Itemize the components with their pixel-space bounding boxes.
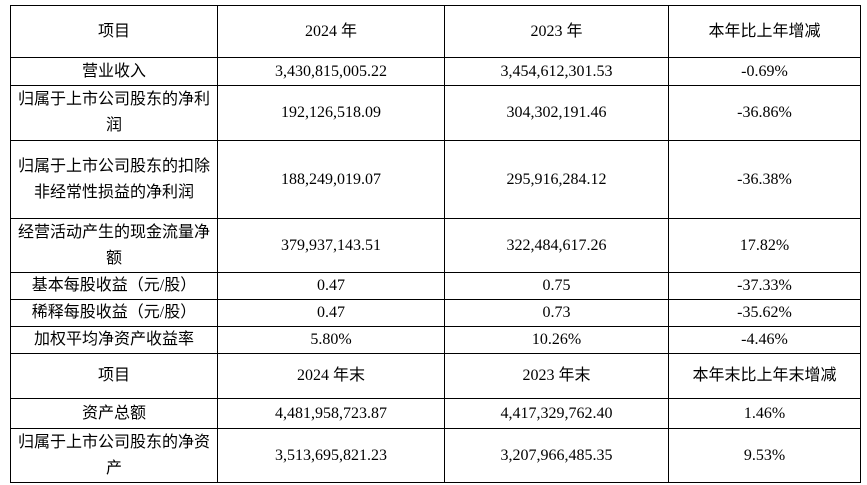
cell-item: 归属于上市公司股东的净资产 [10,428,218,483]
cell-item: 基本每股收益（元/股） [10,272,218,300]
cell-2023-value: 4,417,329,762.40 [444,398,669,429]
cell-2024-value: 5.80% [217,326,445,354]
cell-2023-value: 10.26% [444,326,669,354]
cell-2024-value: 188,249,019.07 [217,140,445,219]
cell-item: 经营活动产生的现金流量净额 [10,218,218,273]
header-change-end: 本年末比上年末增减 [668,353,861,399]
cell-2024-value: 0.47 [217,299,445,327]
cell-2023-value: 304,302,191.46 [444,85,669,141]
cell-change-value: -4.46% [668,326,861,354]
table-row-total-assets: 资产总额 4,481,958,723.87 4,417,329,762.40 1… [10,398,861,429]
cell-item: 营业收入 [10,57,218,86]
cell-2023-value: 295,916,284.12 [444,140,669,219]
header-item: 项目 [10,5,218,58]
cell-2024-value: 0.47 [217,272,445,300]
table-row-diluted-eps: 稀释每股收益（元/股） 0.47 0.73 -35.62% [10,299,861,327]
cell-2023-value: 322,484,617.26 [444,218,669,273]
cell-change-value: 1.46% [668,398,861,429]
cell-change-value: -36.86% [668,85,861,141]
table-row-net-profit-excl-nonrecurring: 归属于上市公司股东的扣除非经常性损益的净利润 188,249,019.07 29… [10,140,861,219]
cell-item: 归属于上市公司股东的净利润 [10,85,218,141]
table-row-revenue: 营业收入 3,430,815,005.22 3,454,612,301.53 -… [10,57,861,86]
header-2023-end: 2023 年末 [444,353,669,399]
cell-2024-value: 192,126,518.09 [217,85,445,141]
header-2024: 2024 年 [217,5,445,58]
header-2023: 2023 年 [444,5,669,58]
header-2024-end: 2024 年末 [217,353,445,399]
table-header-row-current-year: 项目 2024 年 2023 年 本年比上年增减 [10,5,861,58]
table-row-operating-cash-flow: 经营活动产生的现金流量净额 379,937,143.51 322,484,617… [10,218,861,273]
table-row-basic-eps: 基本每股收益（元/股） 0.47 0.75 -37.33% [10,272,861,300]
cell-2024-value: 379,937,143.51 [217,218,445,273]
cell-change-value: -36.38% [668,140,861,219]
table-row-net-assets: 归属于上市公司股东的净资产 3,513,695,821.23 3,207,966… [10,428,861,483]
cell-2024-value: 3,513,695,821.23 [217,428,445,483]
cell-change-value: 9.53% [668,428,861,483]
cell-2023-value: 3,207,966,485.35 [444,428,669,483]
cell-change-value: -35.62% [668,299,861,327]
financial-summary-table: 项目 2024 年 2023 年 本年比上年增减 营业收入 3,430,815,… [10,5,861,483]
cell-2023-value: 0.73 [444,299,669,327]
cell-item: 资产总额 [10,398,218,429]
header-change: 本年比上年增减 [668,5,861,58]
cell-change-value: -37.33% [668,272,861,300]
cell-2024-value: 4,481,958,723.87 [217,398,445,429]
cell-item: 加权平均净资产收益率 [10,326,218,354]
cell-2024-value: 3,430,815,005.22 [217,57,445,86]
cell-2023-value: 3,454,612,301.53 [444,57,669,86]
cell-2023-value: 0.75 [444,272,669,300]
cell-change-value: -0.69% [668,57,861,86]
table-row-net-profit: 归属于上市公司股东的净利润 192,126,518.09 304,302,191… [10,85,861,141]
header-item: 项目 [10,353,218,399]
table-header-row-period-end: 项目 2024 年末 2023 年末 本年末比上年末增减 [10,353,861,399]
cell-item: 归属于上市公司股东的扣除非经常性损益的净利润 [10,140,218,219]
table-row-weighted-avg-roe: 加权平均净资产收益率 5.80% 10.26% -4.46% [10,326,861,354]
cell-item: 稀释每股收益（元/股） [10,299,218,327]
cell-change-value: 17.82% [668,218,861,273]
